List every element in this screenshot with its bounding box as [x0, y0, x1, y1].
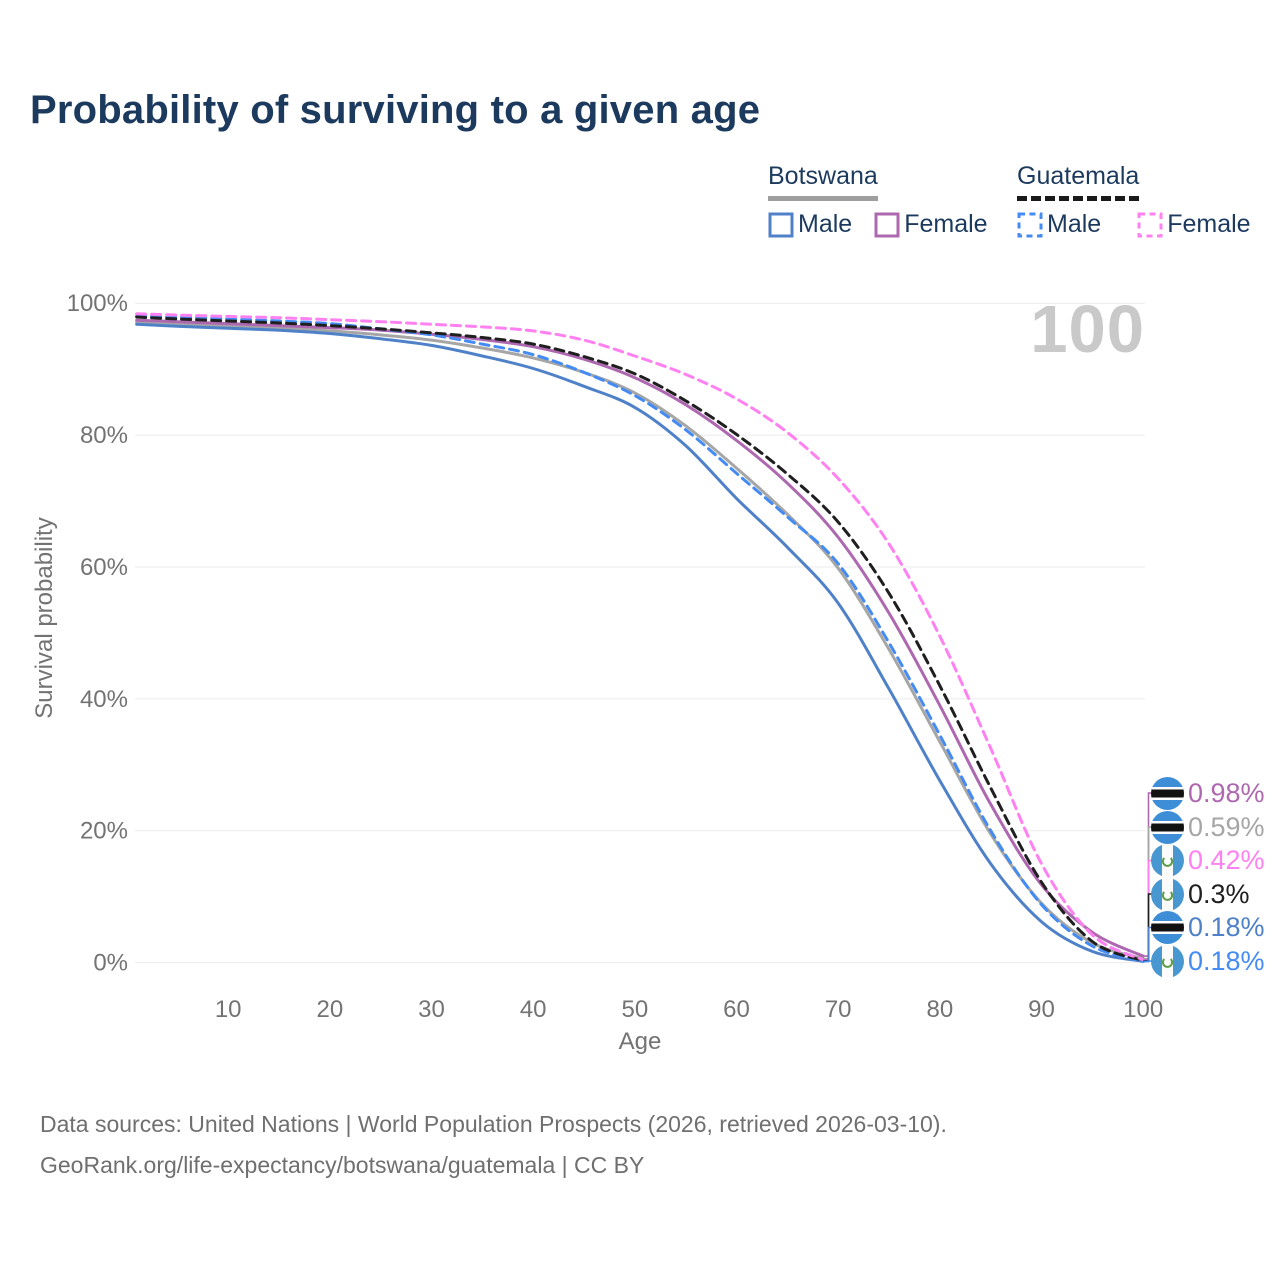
legend-guatemala-title[interactable]: Guatemala — [1017, 162, 1140, 201]
end-label-value: 0.59% — [1188, 811, 1265, 842]
end-label-botswana-total: 0.59% — [1151, 810, 1265, 844]
x-tick-label: 10 — [215, 996, 242, 1023]
legend-item-botswana-male[interactable]: Male — [768, 210, 852, 239]
y-tick-label: 80% — [80, 422, 128, 449]
y-tick-label: 0% — [93, 950, 128, 977]
botswana-female-swatch-icon — [874, 212, 900, 238]
legend-item-label: Female — [1167, 210, 1251, 238]
x-tick-label: 20 — [316, 996, 343, 1023]
legend-item-guatemala-male[interactable]: Male — [1017, 210, 1101, 239]
guatemala-male-swatch-icon — [1017, 212, 1043, 238]
botswana-male-swatch-icon — [768, 212, 794, 238]
legend-item-label: Male — [798, 210, 853, 238]
line-botswana-male[interactable] — [135, 322, 1145, 963]
end-label-guatemala-male: 0.18% — [1151, 944, 1265, 978]
legend-botswana-title[interactable]: Botswana — [768, 162, 878, 201]
end-label-botswana-female: 0.98% — [1151, 776, 1265, 810]
x-tick-label: 70 — [825, 996, 852, 1023]
end-label-value: 0.42% — [1188, 845, 1265, 875]
footer: Data sources: United Nations | World Pop… — [40, 1104, 947, 1186]
end-label-value: 0.18% — [1188, 912, 1265, 942]
guatemala-flag-icon — [1151, 944, 1184, 978]
guatemala-female-swatch-icon — [1137, 212, 1163, 238]
x-axis-title: Age — [618, 1028, 662, 1055]
guatemala-flag-icon — [1151, 877, 1184, 911]
line-botswana-total[interactable] — [135, 320, 1145, 961]
x-tick-label: 60 — [723, 996, 750, 1023]
page-title: Probability of surviving to a given age — [30, 88, 761, 132]
line-botswana-female[interactable] — [135, 318, 1145, 958]
end-label-botswana-male: 0.18% — [1151, 911, 1265, 944]
gridlines — [135, 302, 1145, 964]
x-tick-label: 50 — [621, 996, 648, 1023]
watermark-age-100: 100 — [1030, 292, 1145, 367]
series-lines — [135, 312, 1145, 963]
x-tick-label: 80 — [926, 996, 953, 1023]
legend-item-label: Female — [904, 210, 988, 238]
legend-item-botswana-female[interactable]: Female — [874, 210, 988, 239]
y-tick-label: 20% — [80, 818, 128, 845]
y-tick-label: 60% — [80, 554, 128, 581]
y-axis-title: Survival probability — [31, 517, 58, 719]
end-label-connectors — [1143, 792, 1152, 963]
y-axis-tick-labels: 0% 20% 40% 60% 80% 100% — [67, 290, 128, 976]
x-axis-tick-labels: 10 20 30 40 50 60 70 80 90 100 — [215, 996, 1163, 1023]
legend-group-guatemala: Guatemala Male Female — [1017, 162, 1251, 239]
x-tick-label: 30 — [418, 996, 445, 1023]
legend-item-guatemala-female[interactable]: Female — [1137, 210, 1251, 239]
legend-group-botswana: Botswana Male Female — [768, 162, 988, 239]
legend-item-label: Male — [1047, 210, 1102, 238]
end-label-value: 0.18% — [1188, 945, 1265, 976]
botswana-flag-icon — [1151, 776, 1184, 810]
x-tick-label: 100 — [1123, 996, 1163, 1023]
y-tick-label: 100% — [67, 290, 128, 317]
end-label-value: 0.98% — [1188, 777, 1265, 808]
line-guatemala-total[interactable] — [135, 315, 1145, 963]
x-tick-label: 40 — [520, 996, 547, 1023]
footer-attribution: GeoRank.org/life-expectancy/botswana/gua… — [40, 1152, 645, 1178]
botswana-flag-icon — [1151, 810, 1184, 844]
y-tick-label: 40% — [80, 686, 128, 713]
guatemala-flag-icon — [1151, 844, 1184, 877]
line-guatemala-male[interactable] — [135, 314, 1145, 963]
end-label-guatemala-female: 0.42% — [1151, 844, 1265, 877]
line-guatemala-female[interactable] — [135, 312, 1145, 962]
footer-sources: Data sources: United Nations | World Pop… — [40, 1111, 947, 1137]
botswana-flag-icon — [1151, 911, 1184, 944]
end-label-value: 0.3% — [1188, 878, 1250, 909]
end-label-guatemala-total: 0.3% — [1151, 877, 1250, 911]
x-tick-label: 90 — [1028, 996, 1055, 1023]
